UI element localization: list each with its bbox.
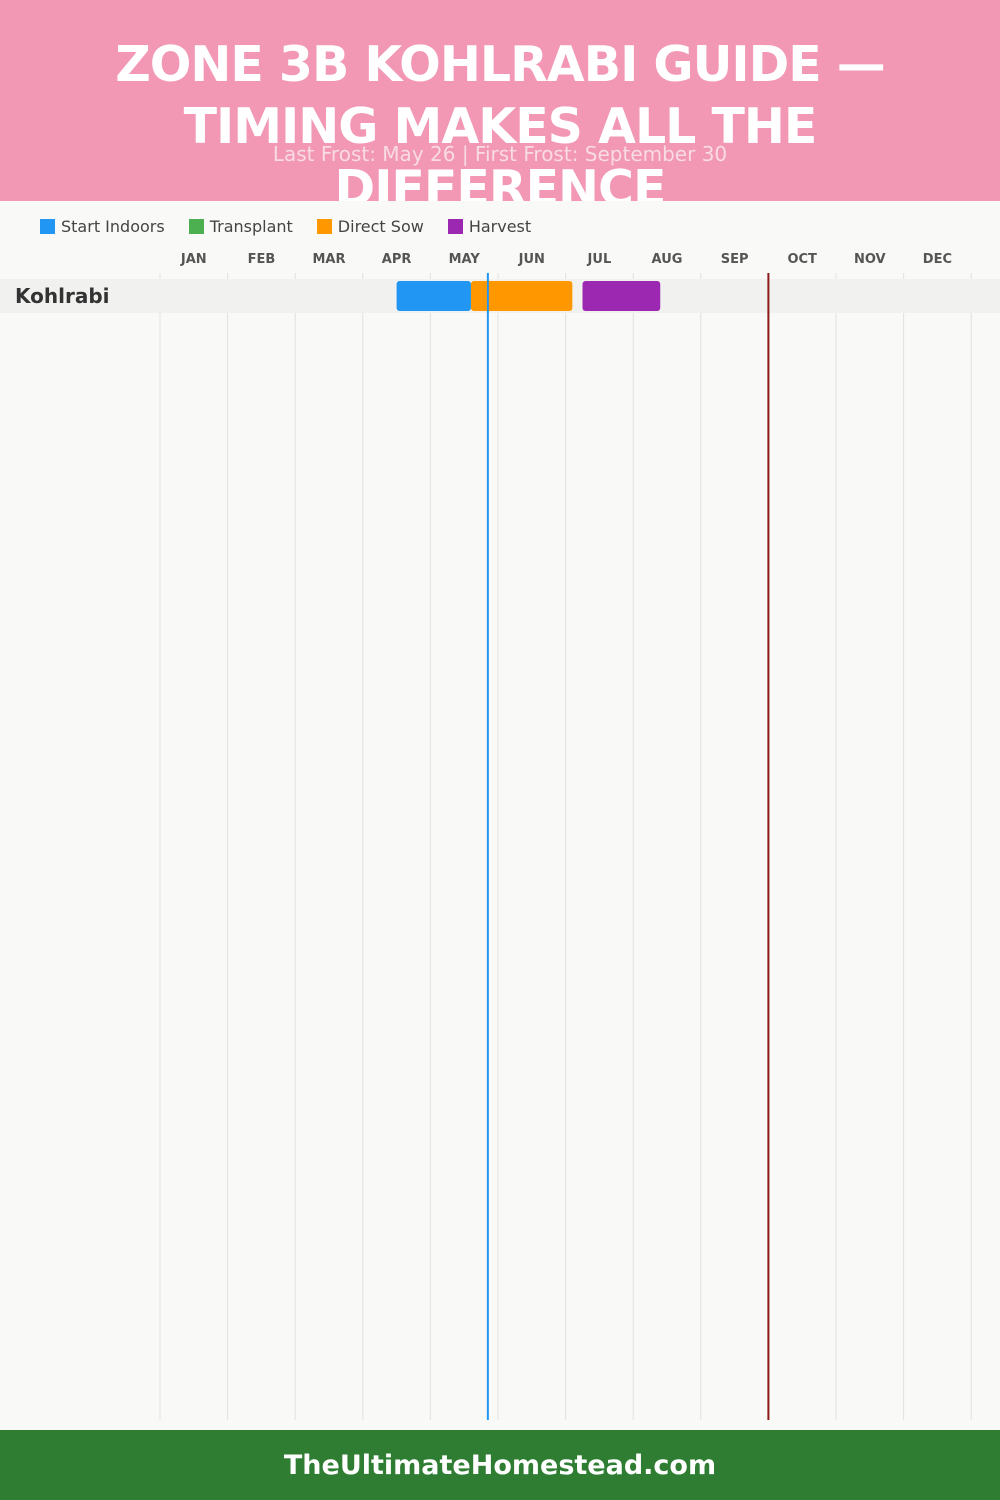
month-tick-label: NOV [854,252,886,267]
month-tick-label: MAY [449,252,481,267]
page-title: ZONE 3B KOHLRABI GUIDE — TIMING MAKES AL… [115,36,886,201]
header-banner: ZONE 3B KOHLRABI GUIDE — TIMING MAKES AL… [0,0,1000,201]
month-tick-label: JUL [587,252,612,267]
legend-label-direct-sow: Direct Sow [337,216,424,236]
legend: Start Indoors Transplant Direct Sow Harv… [40,214,555,238]
crop-label: Kohlrabi [15,284,110,308]
month-tick-label: SEP [721,252,749,267]
planting-calendar-chart: JAN FEB MAR APR MAY JUN JUL AUG SEP OCT NOV DEC Kohl… [0,252,1000,1420]
frost-dates-subtitle: Last Frost: May 26 | First Frost: Septem… [272,142,728,166]
footer: TheUltimateHomestead.com [0,1430,1000,1500]
legend-item-harvest: Harvest [447,216,532,236]
legend-swatch-harvest [447,218,463,234]
legend-item-direct-sow: Direct Sow [316,216,424,236]
legend-label-start-indoors: Start Indoors [61,216,165,236]
legend-label-harvest: Harvest [468,216,532,236]
month-tick-label: JUN [518,252,545,267]
bar-harvest [582,281,661,311]
month-tick-label: FEB [248,252,276,267]
legend-item-start-indoors: Start Indoors [40,217,165,236]
bar-start-indoors [396,281,471,311]
legend-item-transplant: Transplant [188,216,293,236]
legend-label-transplant: Transplant [209,216,293,236]
month-tick-label: MAR [312,252,345,267]
month-tick-label: OCT [787,252,817,267]
month-tick-label: DEC [923,252,952,267]
month-tick-label: APR [382,252,412,267]
legend-swatch-start-indoors [40,218,55,234]
footer-website: TheUltimateHomestead.com [283,1449,717,1481]
legend-swatch-direct-sow [316,218,332,234]
month-tick-label: AUG [652,252,683,267]
month-tick-label: JAN [180,252,207,267]
legend-swatch-transplant [188,218,204,234]
bar-direct-sow [470,281,573,311]
